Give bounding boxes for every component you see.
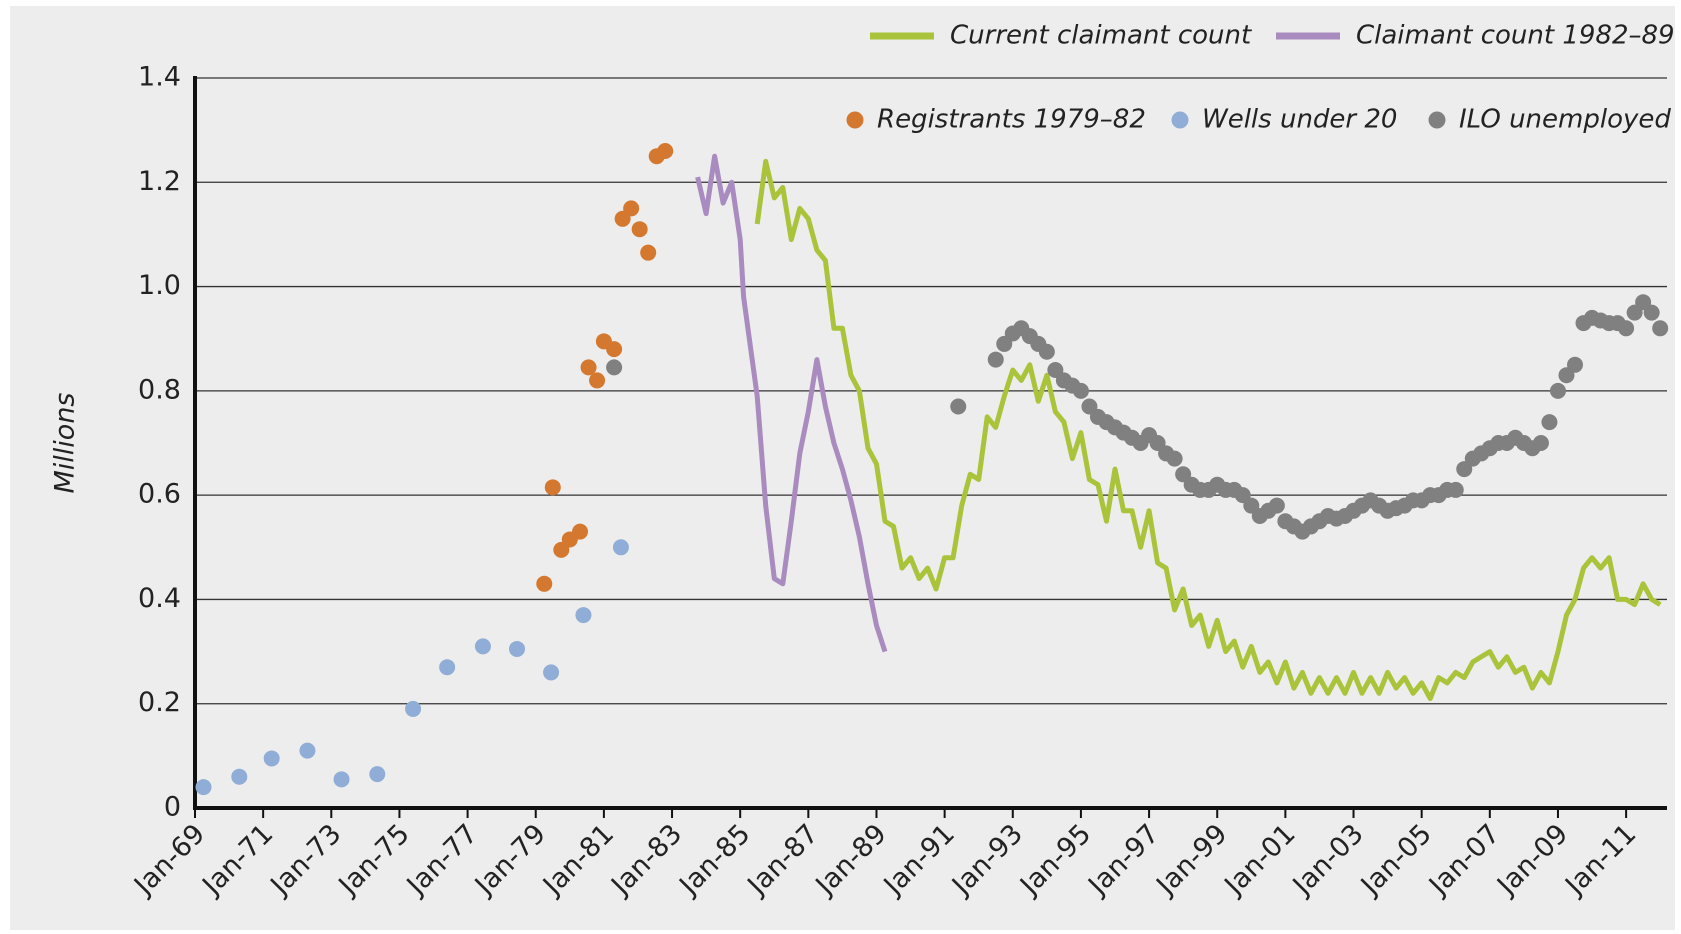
data-point: [333, 771, 350, 788]
data-point: [606, 359, 623, 376]
data-point: [1541, 414, 1558, 431]
data-point: [439, 659, 456, 676]
legend-label: Claimant count 1982–89: [1356, 21, 1675, 51]
legend-item: Claimant count 1982–89: [1276, 21, 1675, 51]
data-point: [405, 700, 422, 717]
data-point: [509, 640, 525, 657]
legend-swatch: [1428, 111, 1446, 129]
y-tick-label: 0.2: [138, 687, 181, 718]
data-point: [1549, 382, 1566, 399]
data-point: [369, 766, 386, 783]
data-point: [543, 664, 560, 681]
data-point: [589, 372, 606, 389]
data-point: [657, 143, 674, 159]
y-tick-label: 0.4: [138, 583, 181, 614]
data-point: [606, 341, 623, 358]
data-point: [1072, 382, 1089, 399]
legend-label: Current claimant count: [950, 21, 1252, 51]
data-point: [631, 221, 648, 238]
series-line: [754, 158, 1662, 701]
y-tick-label: 0.6: [138, 479, 181, 510]
data-point: [1567, 356, 1583, 373]
data-point: [580, 359, 597, 376]
y-tick-label: 1.4: [138, 62, 181, 93]
data-point: [1618, 320, 1635, 337]
legend-item: ILO unemployed: [1428, 105, 1671, 135]
data-point: [575, 607, 592, 624]
legend-item: Registrants 1979–82: [846, 105, 1146, 135]
legend-swatch: [846, 111, 864, 129]
legend-label: Wells under 20: [1202, 105, 1397, 135]
data-point: [231, 768, 248, 785]
y-tick-label: 1.2: [138, 166, 181, 197]
data-point: [612, 539, 629, 556]
data-point: [536, 575, 553, 592]
legend-item: Wells under 20: [1171, 105, 1397, 135]
y-tick-label: 0.8: [138, 374, 181, 405]
data-point: [623, 200, 640, 217]
legend-item: Current claimant count: [870, 21, 1252, 51]
legend-label: Registrants 1979–82: [877, 105, 1146, 135]
data-point: [1268, 497, 1285, 514]
data-point: [544, 479, 561, 496]
y-tick-label: 0: [164, 792, 181, 823]
data-point: [950, 398, 967, 415]
data-point: [474, 638, 491, 655]
data-point: [263, 750, 280, 767]
data-point: [1643, 304, 1660, 321]
data-point: [572, 523, 589, 540]
data-point: [1532, 435, 1549, 451]
legend-swatch: [1171, 111, 1189, 129]
data-point: [987, 351, 1004, 368]
y-axis-label: Millions: [50, 393, 81, 494]
legend-label: ILO unemployed: [1459, 105, 1671, 135]
data-point: [299, 742, 316, 759]
data-point: [1166, 450, 1183, 467]
data-point: [1038, 343, 1055, 360]
data-point: [640, 244, 657, 261]
data-point: [195, 779, 212, 796]
data-point: [1652, 320, 1669, 337]
series-line: [695, 153, 888, 653]
y-tick-label: 1.0: [138, 270, 181, 301]
data-point: [1447, 481, 1464, 498]
